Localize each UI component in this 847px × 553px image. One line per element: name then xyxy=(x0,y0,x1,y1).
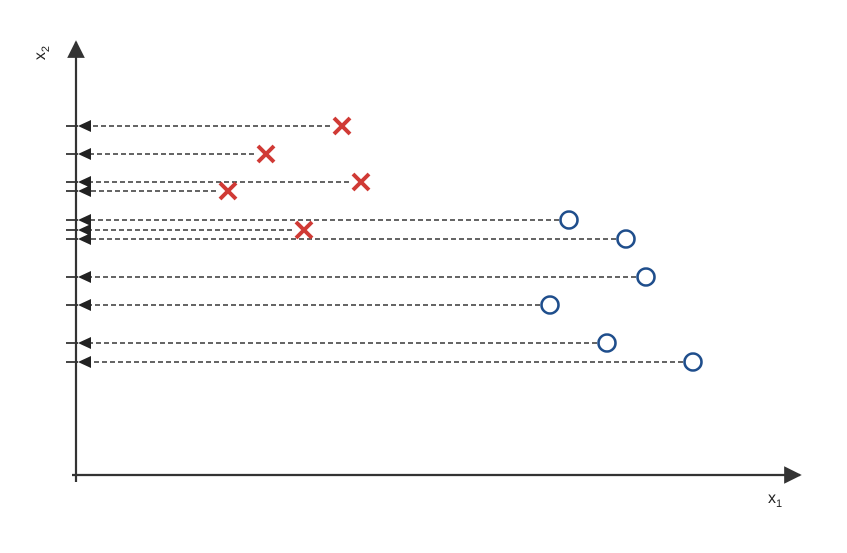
x2-axis-label-base: x xyxy=(32,52,49,60)
x1-axis-label-sub: 1 xyxy=(776,498,782,510)
x2-axis-label-sub: 2 xyxy=(40,46,52,52)
projection-arrowhead xyxy=(78,214,91,226)
cross-marker xyxy=(332,116,352,136)
circle-marker xyxy=(540,295,560,315)
projection-arrowhead xyxy=(78,148,91,160)
projection-arrowhead xyxy=(78,271,91,283)
x1-axis-label-base: x xyxy=(768,490,776,507)
projection-arrowhead xyxy=(78,337,91,349)
projection-arrowhead xyxy=(78,233,91,245)
projection-arrowhead xyxy=(78,176,91,188)
projection-arrowhead xyxy=(78,356,91,368)
circle-marker xyxy=(616,229,636,249)
x1-axis-label: x1 xyxy=(768,490,782,510)
projection-ticks xyxy=(66,125,78,363)
cross-marker xyxy=(218,181,238,201)
projection-lines xyxy=(78,120,683,368)
circle-marker xyxy=(683,352,703,372)
projection-arrowhead xyxy=(78,224,91,236)
projection-arrowhead xyxy=(78,185,91,197)
x2-axis-label: x2 xyxy=(32,46,52,60)
cross-marker xyxy=(351,172,371,192)
circle-marker xyxy=(597,333,617,353)
circle-marker xyxy=(636,267,656,287)
cross-marker xyxy=(294,220,314,240)
circle-marker xyxy=(559,210,579,230)
data-points xyxy=(218,116,703,372)
cross-marker xyxy=(256,144,276,164)
projection-arrowhead xyxy=(78,120,91,132)
projection-arrowhead xyxy=(78,299,91,311)
